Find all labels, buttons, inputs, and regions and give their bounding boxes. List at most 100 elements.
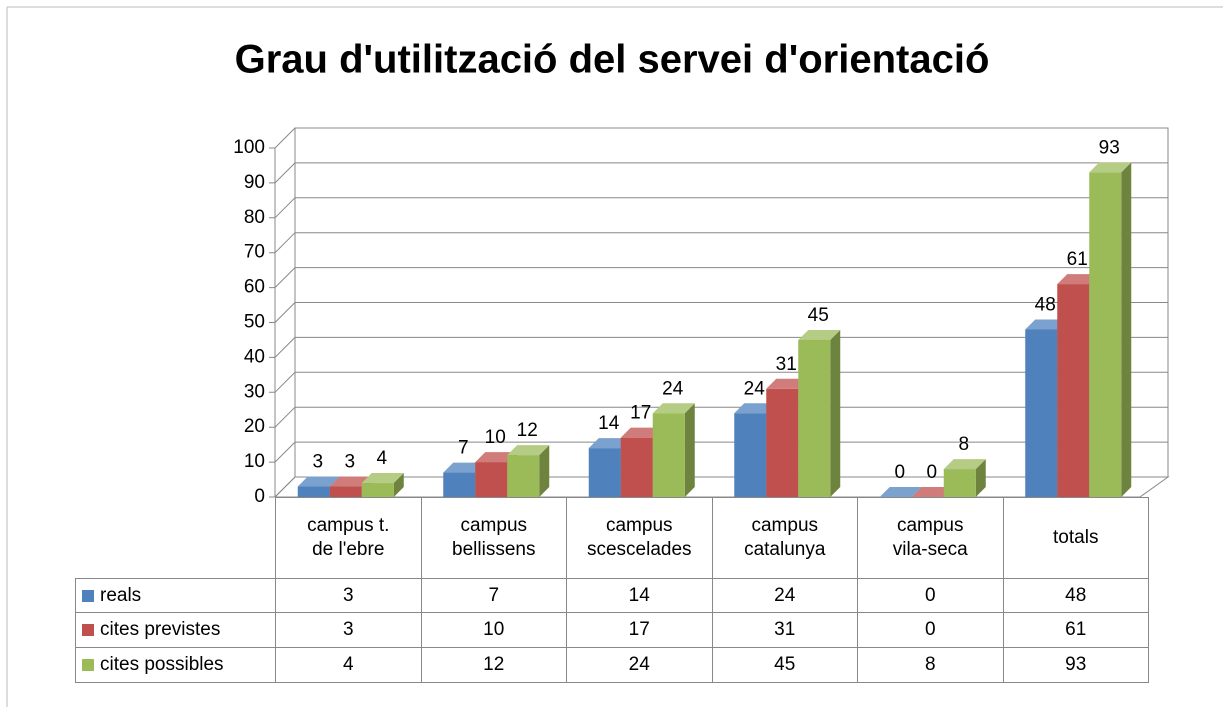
y-tick-label: 100 (233, 137, 265, 158)
bar (1057, 284, 1090, 497)
table-legend-cell: cites previstes (75, 612, 276, 648)
table-header-cell: campus t. de l'ebre (275, 497, 422, 579)
table-cell: 12 (420, 647, 567, 683)
y-tick-label: 70 (244, 242, 265, 263)
bar (507, 455, 540, 497)
value-label: 93 (1099, 137, 1120, 158)
bar-top (329, 476, 372, 487)
bar (443, 472, 476, 497)
bar-top (588, 438, 631, 449)
table-header-cell: campus scescelades (566, 497, 713, 579)
table-legend-cell: cites possibles (75, 647, 276, 683)
bar (734, 413, 767, 497)
grid-line (269, 406, 1168, 428)
value-label: 7 (458, 438, 469, 459)
grid-line (269, 267, 1168, 289)
value-label: 3 (312, 452, 323, 473)
bar-top (620, 427, 663, 438)
value-label: 17 (630, 403, 651, 424)
bar-top (443, 462, 486, 473)
y-tick-label: 90 (244, 172, 265, 193)
chart-title: Grau d'utilització del servei d'orientac… (235, 38, 990, 82)
table-cell: 48 (1002, 578, 1149, 613)
table-cell: 0 (857, 612, 1004, 648)
value-label: 10 (485, 427, 506, 448)
y-tick-label: 60 (244, 277, 265, 298)
table-header-cell: campus catalunya (711, 497, 858, 579)
bar-side (539, 445, 550, 497)
value-label: 14 (598, 413, 620, 434)
bar (588, 448, 621, 497)
table-cell: 93 (1002, 647, 1149, 683)
y-tick-label: 10 (244, 451, 265, 472)
table-cell: 3 (275, 612, 422, 648)
bar-top (1089, 162, 1132, 173)
value-label: 0 (894, 462, 905, 483)
table-cell: 10 (420, 612, 567, 648)
grid-line (269, 441, 1168, 463)
value-label: 0 (926, 462, 937, 483)
value-label: 12 (517, 420, 538, 441)
table-cell: 45 (711, 647, 858, 683)
bar-top (734, 403, 777, 414)
grid-line (269, 476, 1168, 498)
grid-line (269, 371, 1168, 393)
bar-top (652, 403, 695, 414)
y-tick-label: 50 (244, 312, 265, 333)
value-label: 24 (662, 378, 684, 399)
table-cell: 7 (420, 578, 567, 613)
value-label: 45 (808, 305, 829, 326)
bar-top (879, 487, 922, 497)
legend-label: reals (100, 584, 142, 606)
table-cell: 3 (275, 578, 422, 613)
bar-top (361, 473, 404, 484)
bar (297, 486, 330, 497)
bar-side (830, 329, 841, 497)
table-header-cell: campus bellissens (420, 497, 567, 579)
table-cell: 61 (1002, 612, 1149, 648)
bar (766, 388, 799, 497)
bar (329, 486, 362, 497)
bar-top (943, 459, 986, 470)
table-legend-cell: reals (75, 578, 276, 613)
bar-top (911, 487, 954, 497)
table-cell: 31 (711, 612, 858, 648)
bar (620, 437, 653, 497)
bar (1089, 172, 1122, 497)
table-cell: 4 (275, 647, 422, 683)
y-tick-label: 0 (254, 486, 265, 507)
grid-line (269, 232, 1168, 254)
table-header-cell: totals (1002, 497, 1149, 579)
grid-line (269, 162, 1168, 184)
value-label: 24 (744, 378, 766, 399)
bar-top (1057, 274, 1100, 285)
legend-swatch (82, 624, 94, 636)
bar-top (766, 378, 809, 389)
value-label: 8 (958, 434, 969, 455)
bar (475, 462, 508, 497)
bar-top (475, 452, 518, 463)
table-cell: 24 (711, 578, 858, 613)
table-cell: 14 (566, 578, 713, 613)
bar (798, 339, 831, 497)
bar (652, 413, 685, 497)
value-label: 4 (376, 448, 387, 469)
bar-side (684, 403, 695, 497)
value-label: 31 (776, 354, 797, 375)
grid-line (269, 197, 1168, 219)
bar (1025, 329, 1058, 497)
table-cell: 8 (857, 647, 1004, 683)
bar-side (975, 459, 986, 497)
bar (943, 469, 976, 497)
bar-side (1121, 162, 1132, 497)
value-label: 48 (1035, 294, 1056, 315)
legend-label: cites possibles (100, 654, 224, 675)
table-cell: 0 (857, 578, 1004, 613)
grid-line (269, 127, 1168, 149)
legend-swatch (82, 589, 94, 602)
table-cell: 24 (566, 647, 713, 683)
y-tick-label: 80 (244, 207, 265, 228)
table-header-cell: campus vila-seca (857, 497, 1004, 579)
